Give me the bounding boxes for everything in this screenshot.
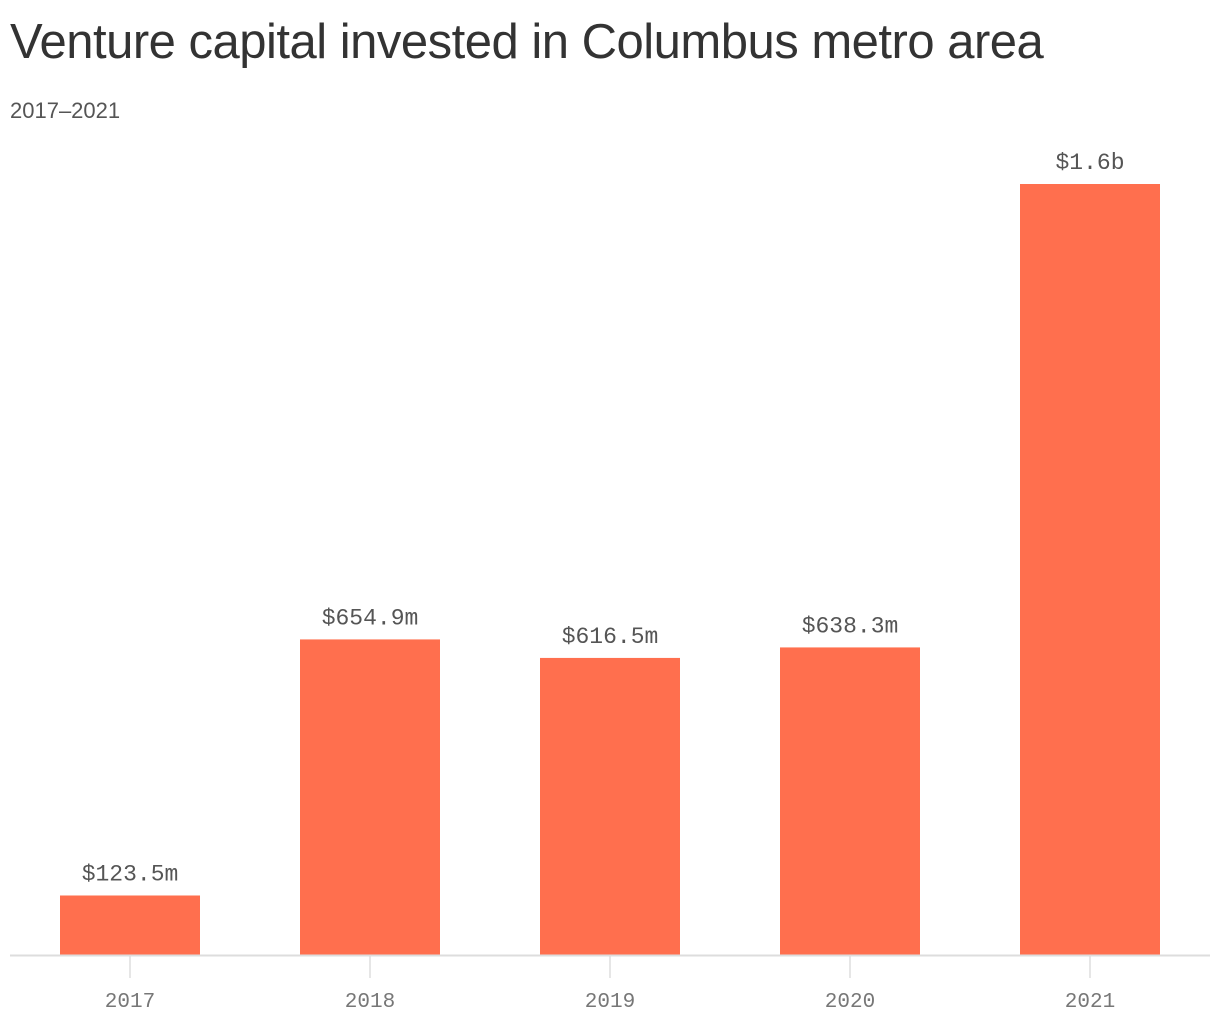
x-tick-labels-group: 2017 2018 2019 2020 2021 — [105, 991, 1115, 1014]
x-tick-label-2018: 2018 — [345, 991, 395, 1014]
x-ticks-group — [129, 956, 1091, 978]
bar-2021 — [1020, 184, 1160, 955]
bar-2020 — [780, 647, 920, 955]
value-label-2021: $1.6b — [1055, 150, 1124, 176]
x-tick-label-2019: 2019 — [585, 991, 635, 1014]
bars-group — [60, 184, 1160, 955]
value-labels-group: $123.5m $654.9m $616.5m $638.3m $1.6b — [82, 150, 1125, 887]
value-label-2019: $616.5m — [562, 624, 659, 650]
value-label-2020: $638.3m — [802, 613, 899, 639]
value-label-2017: $123.5m — [82, 861, 179, 887]
bar-2017 — [60, 895, 200, 955]
chart-subtitle: 2017–2021 — [10, 98, 121, 123]
x-tick-label-2017: 2017 — [105, 991, 155, 1014]
bar-2018 — [300, 639, 440, 955]
bar-2019 — [540, 657, 680, 955]
chart-title: Venture capital invested in Columbus met… — [10, 15, 1044, 69]
x-tick-label-2021: 2021 — [1065, 991, 1115, 1014]
x-tick-label-2020: 2020 — [825, 991, 875, 1014]
value-label-2018: $654.9m — [322, 605, 419, 631]
